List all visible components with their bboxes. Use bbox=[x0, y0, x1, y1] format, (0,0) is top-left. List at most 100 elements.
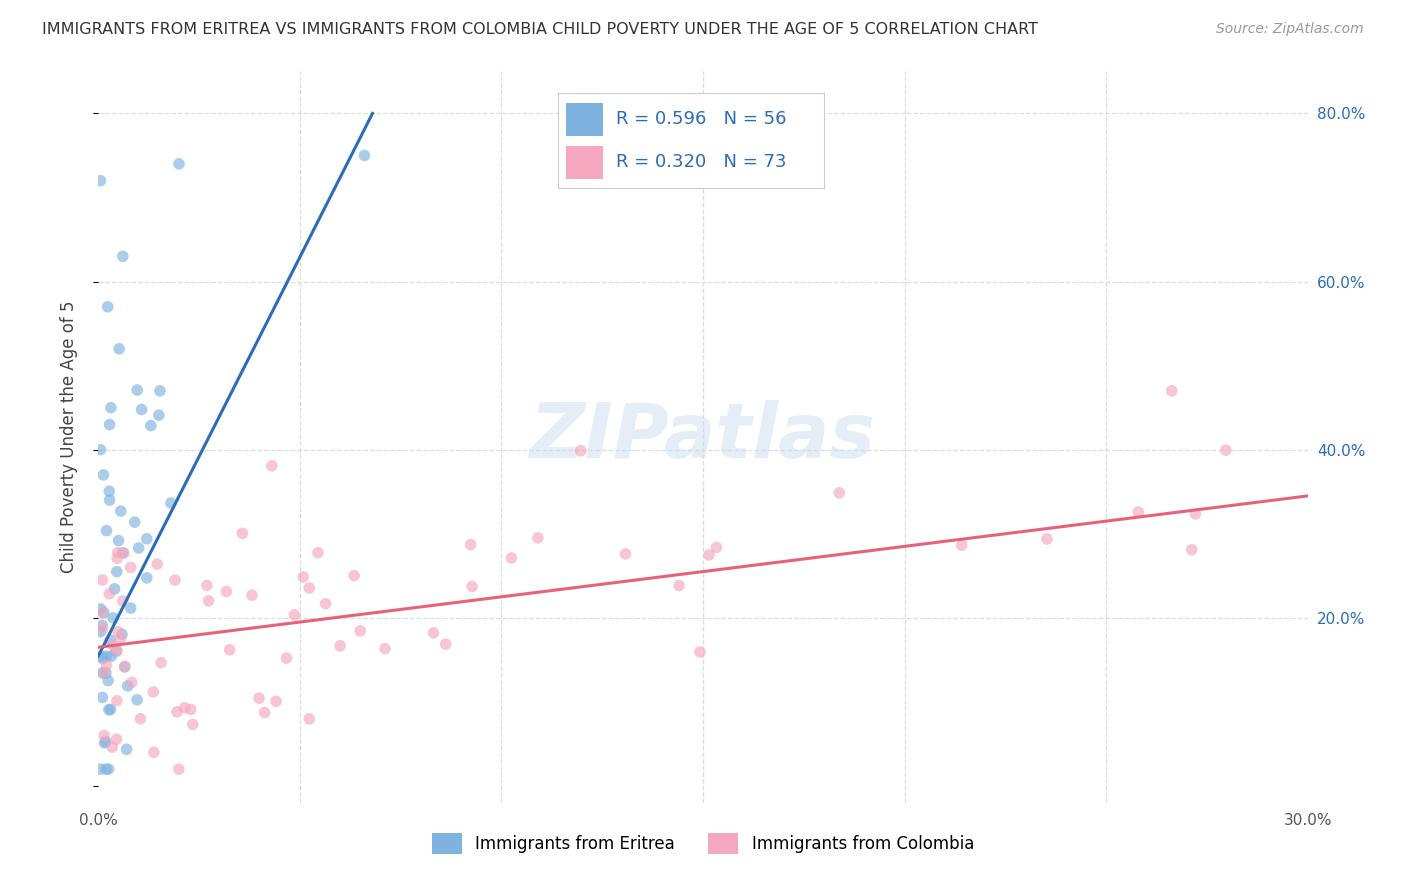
Point bbox=[105, 644, 128, 658]
Point bbox=[501, 551, 523, 566]
Point bbox=[1128, 505, 1150, 519]
Point bbox=[91, 573, 114, 587]
Point bbox=[101, 638, 124, 652]
Point bbox=[129, 712, 152, 726]
Point bbox=[135, 532, 157, 546]
Point bbox=[105, 732, 128, 747]
Point bbox=[91, 665, 114, 680]
Point bbox=[115, 742, 138, 756]
Point bbox=[91, 651, 114, 665]
Point bbox=[276, 651, 298, 665]
Point bbox=[569, 443, 592, 458]
Point bbox=[181, 717, 204, 731]
Point bbox=[264, 694, 287, 708]
Point bbox=[98, 417, 121, 432]
Point bbox=[89, 442, 111, 457]
Point bbox=[91, 690, 114, 705]
Point bbox=[107, 533, 129, 548]
Point bbox=[215, 584, 238, 599]
Point bbox=[706, 541, 728, 555]
Point bbox=[461, 580, 484, 594]
Point bbox=[142, 685, 165, 699]
Point bbox=[146, 557, 169, 571]
Point bbox=[131, 402, 153, 417]
Point bbox=[117, 679, 139, 693]
Point bbox=[353, 148, 375, 162]
Point bbox=[97, 762, 120, 776]
Point bbox=[127, 383, 149, 397]
Point bbox=[148, 408, 170, 422]
Point bbox=[167, 762, 190, 776]
Point bbox=[283, 607, 305, 622]
Point bbox=[89, 624, 111, 639]
Point bbox=[111, 627, 134, 641]
Point bbox=[253, 706, 276, 720]
Point bbox=[160, 496, 183, 510]
Point bbox=[315, 597, 337, 611]
Point bbox=[231, 526, 253, 541]
Legend: Immigrants from Eritrea, Immigrants from Colombia: Immigrants from Eritrea, Immigrants from… bbox=[425, 827, 981, 860]
Point bbox=[100, 702, 122, 716]
Point bbox=[689, 645, 711, 659]
Text: ZIPatlas: ZIPatlas bbox=[530, 401, 876, 474]
Point bbox=[1184, 507, 1206, 521]
Point bbox=[260, 458, 283, 473]
Point bbox=[166, 705, 188, 719]
Point bbox=[108, 342, 131, 356]
Point bbox=[94, 666, 117, 681]
Point bbox=[98, 632, 121, 647]
Point bbox=[111, 546, 134, 560]
Point bbox=[96, 649, 118, 664]
Point bbox=[180, 702, 202, 716]
Point bbox=[128, 541, 150, 555]
Point bbox=[90, 602, 112, 616]
Point bbox=[97, 300, 120, 314]
Point bbox=[165, 573, 187, 587]
Point bbox=[668, 578, 690, 592]
Point bbox=[434, 637, 457, 651]
Point bbox=[97, 703, 120, 717]
Point bbox=[94, 762, 117, 776]
Point bbox=[950, 538, 973, 552]
Point bbox=[135, 571, 157, 585]
Point bbox=[828, 485, 851, 500]
Point bbox=[96, 658, 118, 673]
Point bbox=[91, 606, 114, 620]
Point bbox=[114, 660, 136, 674]
Point bbox=[111, 249, 134, 263]
Point bbox=[91, 649, 114, 664]
Point bbox=[139, 418, 162, 433]
Point bbox=[298, 712, 321, 726]
Point bbox=[93, 665, 115, 680]
Point bbox=[167, 157, 190, 171]
Point bbox=[374, 641, 396, 656]
Point bbox=[105, 565, 128, 579]
Point bbox=[349, 624, 371, 638]
Point bbox=[91, 618, 114, 632]
Point bbox=[218, 642, 240, 657]
Point bbox=[93, 736, 115, 750]
Point bbox=[89, 174, 111, 188]
Point bbox=[98, 587, 121, 601]
Point bbox=[89, 762, 111, 776]
Point bbox=[114, 659, 136, 673]
Point bbox=[120, 601, 142, 615]
Point bbox=[292, 570, 315, 584]
Point bbox=[527, 531, 550, 545]
Point bbox=[110, 632, 132, 646]
Point bbox=[195, 578, 218, 592]
Point bbox=[307, 546, 329, 560]
Point bbox=[1215, 443, 1237, 458]
Point bbox=[107, 546, 129, 560]
Y-axis label: Child Poverty Under the Age of 5: Child Poverty Under the Age of 5 bbox=[59, 301, 77, 574]
Point bbox=[697, 548, 720, 562]
Point bbox=[197, 594, 219, 608]
Point bbox=[93, 467, 115, 482]
Point bbox=[105, 551, 128, 566]
Point bbox=[101, 740, 124, 755]
Point bbox=[91, 621, 114, 635]
Point bbox=[93, 606, 115, 620]
Point bbox=[150, 656, 173, 670]
Point bbox=[343, 568, 366, 582]
Point bbox=[111, 594, 134, 608]
